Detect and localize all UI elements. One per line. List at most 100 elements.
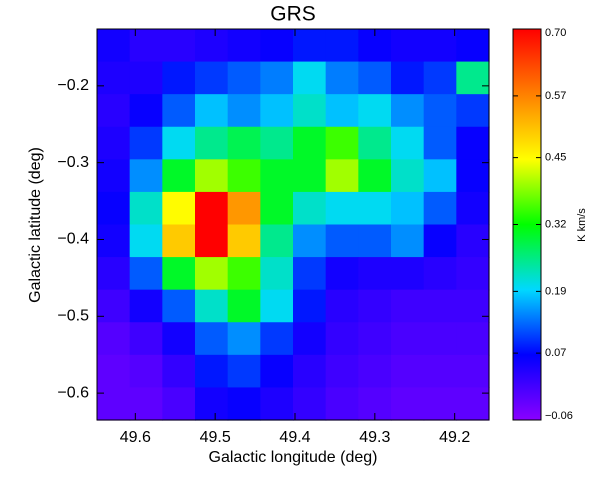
heatmap-cell	[195, 289, 229, 323]
y-tick-label: −0.5	[57, 308, 89, 325]
heatmap-cell	[456, 191, 490, 226]
heatmap-cell	[129, 126, 163, 160]
heatmap-cell	[456, 387, 490, 421]
heatmap-cell	[358, 289, 392, 323]
x-tick-label: 49.6	[120, 429, 151, 446]
heatmap-cell	[293, 61, 327, 95]
heatmap-cell	[260, 289, 294, 323]
heatmap-cell	[162, 354, 196, 389]
heatmap-cell	[195, 61, 229, 95]
heatmap-cell	[162, 191, 196, 226]
plot-frame	[96, 28, 490, 421]
heatmap-cell	[456, 29, 490, 63]
heatmap-cell	[195, 29, 229, 63]
heatmap-cell	[129, 224, 163, 258]
heatmap-cell	[293, 159, 327, 193]
heatmap-cell	[195, 224, 229, 258]
colorbar-tick-label: 0.70	[545, 27, 566, 39]
heatmap-cell	[293, 354, 327, 389]
heatmap-cell	[129, 257, 163, 291]
heatmap-cell	[423, 191, 457, 226]
heatmap-cell	[456, 61, 490, 95]
heatmap-cell	[325, 94, 359, 128]
heatmap-cell	[227, 289, 261, 323]
heatmap-cell	[325, 159, 359, 193]
heatmap-cell	[423, 61, 457, 95]
heatmap-cell	[456, 322, 490, 356]
heatmap-cell	[97, 191, 131, 226]
heatmap-cell	[325, 61, 359, 95]
heatmap-cell	[227, 61, 261, 95]
heatmap-cell	[195, 191, 229, 226]
x-tick-label: 49.5	[200, 429, 231, 446]
heatmap-cell	[162, 322, 196, 356]
heatmap-cell	[129, 94, 163, 128]
heatmap-cell	[260, 159, 294, 193]
heatmap-cell	[195, 94, 229, 128]
heatmap-cell	[391, 61, 425, 95]
heatmap-cell	[195, 387, 229, 421]
heatmap-cell	[260, 257, 294, 291]
heatmap-cell	[358, 224, 392, 258]
heatmap-cell	[325, 126, 359, 160]
heatmap-cell	[325, 387, 359, 421]
heatmap-cell	[227, 354, 261, 389]
heatmap-cell	[97, 224, 131, 258]
heatmap-cell	[391, 224, 425, 258]
heatmap-cell	[423, 224, 457, 258]
heatmap-cell	[456, 126, 490, 160]
heatmap-cell	[358, 354, 392, 389]
heatmap-cell	[260, 29, 294, 63]
heatmap-cell	[293, 387, 327, 421]
heatmap-cell	[456, 159, 490, 193]
heatmap-cell	[195, 354, 229, 389]
colorbar-tick-label: 0.07	[545, 347, 566, 359]
heatmap-cell	[227, 224, 261, 258]
x-axis-label: Galactic longitude (deg)	[209, 449, 378, 466]
heatmap-cell	[227, 29, 261, 63]
y-tick-label: −0.3	[57, 154, 89, 171]
heatmap-cell	[358, 126, 392, 160]
heatmap-cell	[391, 29, 425, 63]
heatmap-cell	[97, 289, 131, 323]
heatmap-cell	[97, 29, 131, 63]
heatmap-cell	[260, 61, 294, 95]
heatmap-cell	[456, 94, 490, 128]
heatmap-cell	[195, 257, 229, 291]
heatmap-cell	[162, 126, 196, 160]
heatmap-cell	[391, 322, 425, 356]
heatmap-cell	[227, 322, 261, 356]
heatmap-cell	[97, 126, 131, 160]
heatmap-cell	[391, 387, 425, 421]
heatmap-cell	[97, 354, 131, 389]
heatmap-cell	[97, 61, 131, 95]
heatmap-cell	[423, 29, 457, 63]
heatmap-cell	[227, 126, 261, 160]
heatmap-cell	[227, 94, 261, 128]
colorbar-label: K km/s	[576, 208, 588, 242]
heatmap-cell	[162, 61, 196, 95]
heatmap-cell	[358, 191, 392, 226]
heatmap-cell	[456, 289, 490, 323]
x-tick-label: 49.2	[439, 429, 470, 446]
heatmap-cell	[456, 224, 490, 258]
heatmap-cell	[260, 354, 294, 389]
heatmap-cell	[260, 94, 294, 128]
heatmap-cell	[97, 257, 131, 291]
x-tick-label: 49.4	[279, 429, 310, 446]
heatmap-cell	[260, 191, 294, 226]
heatmap-cell	[325, 29, 359, 63]
chart-title: GRS	[270, 3, 316, 26]
heatmap-cell	[195, 322, 229, 356]
heatmap-cell	[162, 94, 196, 128]
heatmap-cell	[423, 387, 457, 421]
heatmap-cell	[391, 126, 425, 160]
heatmap-cell	[162, 159, 196, 193]
heatmap-cell	[293, 289, 327, 323]
heatmap-cell	[423, 94, 457, 128]
heatmap-cell	[325, 289, 359, 323]
y-tick-label: −0.6	[57, 384, 89, 401]
heatmap-cell	[423, 354, 457, 389]
heatmap-cell	[325, 224, 359, 258]
